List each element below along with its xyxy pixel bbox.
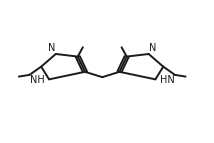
Text: N: N bbox=[149, 43, 156, 53]
Text: NH: NH bbox=[30, 75, 44, 85]
Text: N: N bbox=[48, 43, 56, 53]
Text: HN: HN bbox=[160, 75, 175, 85]
